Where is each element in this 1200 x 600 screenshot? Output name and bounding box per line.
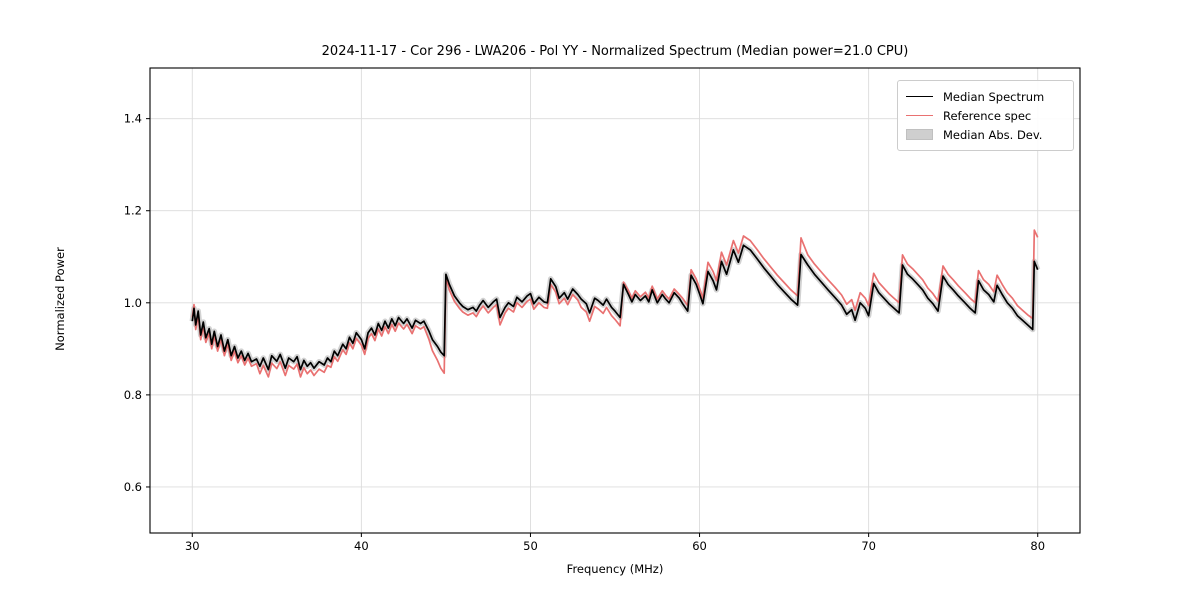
legend-label: Median Abs. Dev. (943, 127, 1043, 142)
x-tick-label: 60 (692, 539, 707, 553)
x-axis-label: Frequency (MHz) (566, 562, 664, 576)
x-tick-label: 70 (861, 539, 876, 553)
y-tick-label: 1.2 (124, 204, 142, 218)
median-spectrum-line (191, 244, 1039, 371)
y-tick-label: 1.0 (124, 296, 142, 310)
x-tick-label: 50 (523, 539, 538, 553)
reference-spec-line (191, 229, 1039, 378)
axes-spines (149, 67, 1081, 534)
y-tick-label: 1.4 (124, 112, 142, 126)
x-tick-label: 30 (185, 539, 200, 553)
legend-item-median-abs-dev: Median Abs. Dev. (906, 125, 1065, 144)
legend-item-reference-spec: Reference spec (906, 106, 1065, 125)
median-abs-dev-patch-icon (906, 129, 933, 140)
x-tick-label: 80 (1030, 539, 1045, 553)
legend-label: Reference spec (943, 108, 1032, 123)
legend-item-median-spectrum: Median Spectrum (906, 87, 1065, 106)
legend: Median Spectrum Reference spec Median Ab… (897, 80, 1074, 151)
y-tick-label: 0.6 (124, 480, 142, 494)
median-abs-dev-band (189, 242, 1041, 373)
reference-spec-line-icon (906, 115, 933, 116)
chart-title: 2024-11-17 - Cor 296 - LWA206 - Pol YY -… (321, 44, 909, 59)
y-axis-label: Normalized Power (53, 247, 67, 351)
x-tick-label: 40 (354, 539, 369, 553)
median-spectrum-line-icon (906, 96, 933, 97)
y-tick-label: 0.8 (124, 388, 142, 402)
legend-label: Median Spectrum (943, 89, 1045, 104)
